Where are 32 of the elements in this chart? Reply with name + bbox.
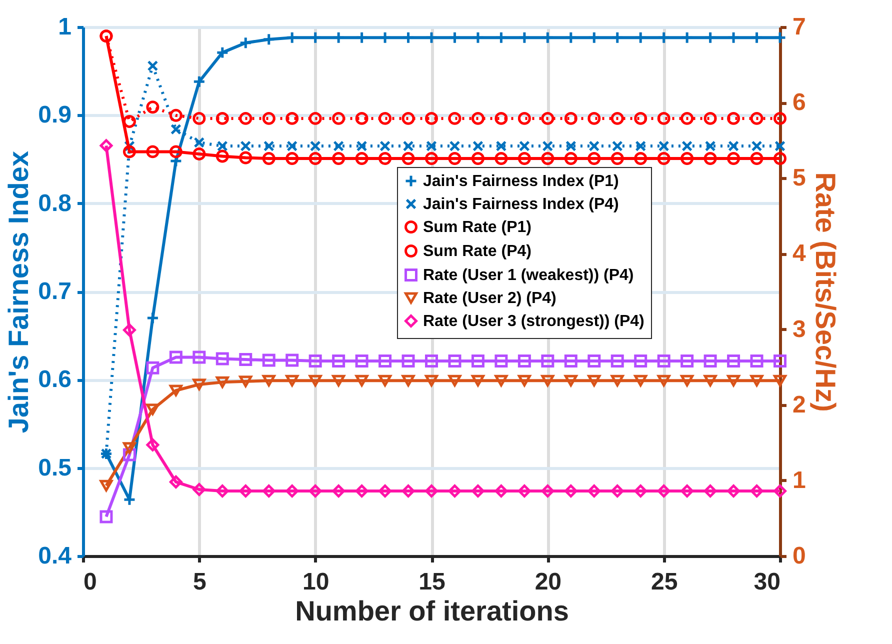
x-tick-label: 10 bbox=[302, 568, 330, 596]
legend-label: Rate (User 2) (P4) bbox=[423, 290, 556, 307]
y-tick-label: 0.5 bbox=[38, 454, 72, 482]
y2-tick-label: 2 bbox=[792, 391, 806, 418]
y2-tick-label: 6 bbox=[792, 89, 806, 116]
y-axis-title: Jain's Fairness Index bbox=[3, 150, 34, 434]
legend-label: Rate (User 1 (weakest)) (P4) bbox=[423, 267, 634, 284]
x-tick-label: 20 bbox=[534, 568, 562, 596]
y2-tick-label: 7 bbox=[792, 14, 806, 40]
y-tick-label: 1 bbox=[58, 14, 72, 40]
y-tick-label: 0.6 bbox=[38, 366, 72, 394]
y2-tick-label: 4 bbox=[792, 240, 806, 268]
y-tick-label: 0.4 bbox=[38, 542, 72, 570]
y2-tick-label: 0 bbox=[792, 542, 806, 570]
y-tick-label: 0.7 bbox=[38, 278, 72, 305]
y-tick-label: 0.8 bbox=[38, 190, 72, 217]
legend-label: Sum Rate (P1) bbox=[423, 219, 532, 236]
y2-tick-label: 3 bbox=[792, 316, 806, 343]
legend-label: Rate (User 3 (strongest)) (P4) bbox=[423, 313, 644, 330]
x-tick-label: 15 bbox=[418, 568, 446, 596]
x-tick-label: 25 bbox=[650, 568, 678, 596]
y2-tick-label: 1 bbox=[792, 466, 806, 494]
x-tick-label: 30 bbox=[754, 568, 780, 596]
legend-label: Sum Rate (P4) bbox=[423, 243, 532, 260]
legend-label: Jain's Fairness Index (P4) bbox=[423, 196, 619, 213]
x-axis-title: Number of iterations bbox=[295, 596, 569, 626]
x-tick-label: 5 bbox=[192, 568, 206, 596]
legend-label: Jain's Fairness Index (P1) bbox=[423, 173, 619, 190]
y-tick-label: 0.9 bbox=[38, 102, 72, 129]
y2-axis-title: Rate (Bits/Sec/Hz) bbox=[810, 172, 841, 412]
x-tick-label: 0 bbox=[84, 568, 97, 596]
y2-tick-label: 5 bbox=[792, 164, 806, 192]
